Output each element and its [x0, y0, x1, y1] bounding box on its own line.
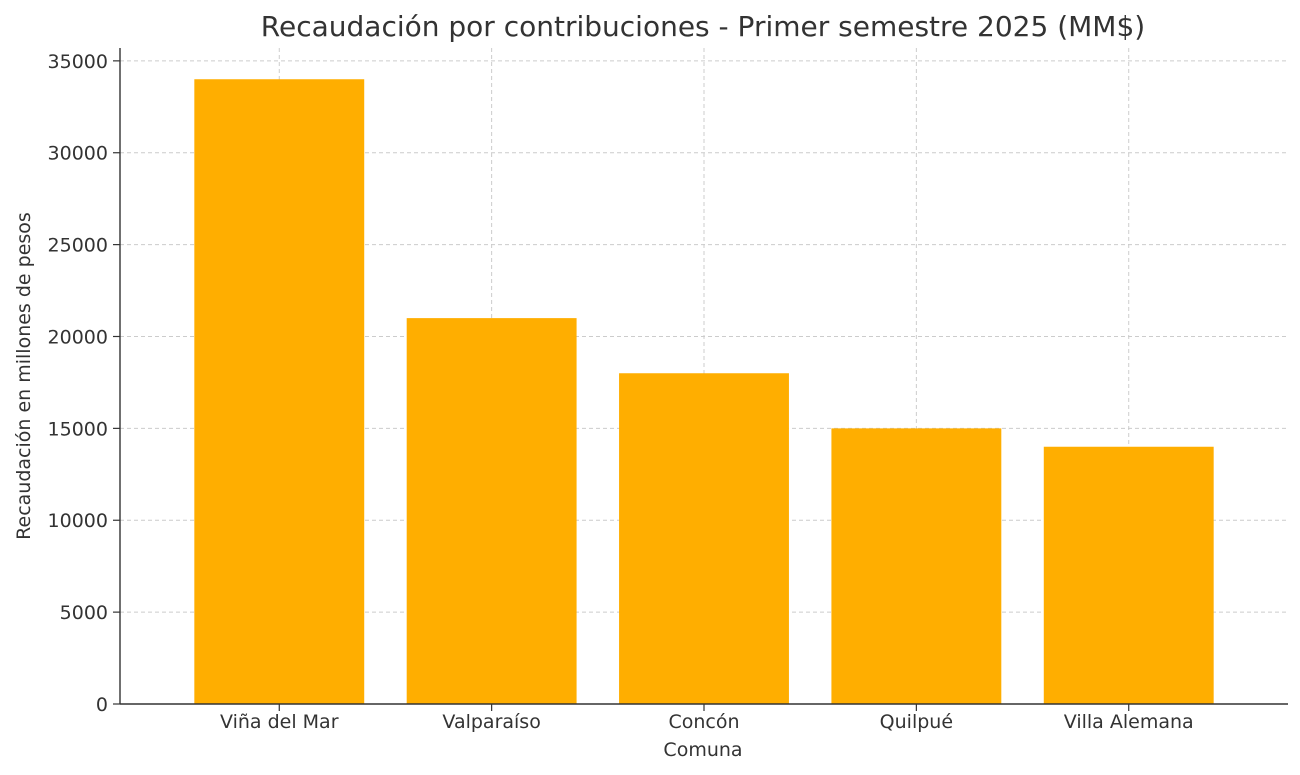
- x-axis-ticks: Viña del Mar Valparaíso Concón Quilpué Villa…: [220, 704, 1194, 733]
- y-tick-label: 15000: [48, 418, 108, 440]
- bars: [194, 79, 1214, 704]
- chart-title: Recaudación por contribuciones - Primer …: [261, 10, 1145, 43]
- x-tick-label: Villa Alemana: [1064, 711, 1194, 733]
- bar: [406, 318, 577, 704]
- y-tick-label: 30000: [48, 143, 108, 165]
- y-axis-title: Recaudación en millones de pesos: [13, 212, 35, 540]
- y-tick-label: 10000: [48, 510, 108, 532]
- y-tick-label: 5000: [60, 602, 108, 624]
- y-axis-ticks: 0 5000 10000 15000 20000 25000 30000 35000: [48, 51, 120, 716]
- x-tick-label: Viña del Mar: [220, 711, 339, 733]
- bar: [619, 373, 789, 704]
- bar: [194, 79, 365, 704]
- x-axis-title: Comuna: [663, 739, 742, 761]
- x-tick-label: Concón: [668, 711, 739, 733]
- x-tick-label: Valparaíso: [442, 711, 540, 733]
- bar: [831, 428, 1002, 704]
- y-tick-label: 0: [96, 694, 108, 716]
- y-tick-label: 25000: [48, 235, 108, 257]
- y-tick-label: 20000: [48, 326, 108, 348]
- bar: [1043, 446, 1214, 704]
- y-tick-label: 35000: [48, 51, 108, 73]
- x-tick-label: Quilpué: [880, 711, 953, 733]
